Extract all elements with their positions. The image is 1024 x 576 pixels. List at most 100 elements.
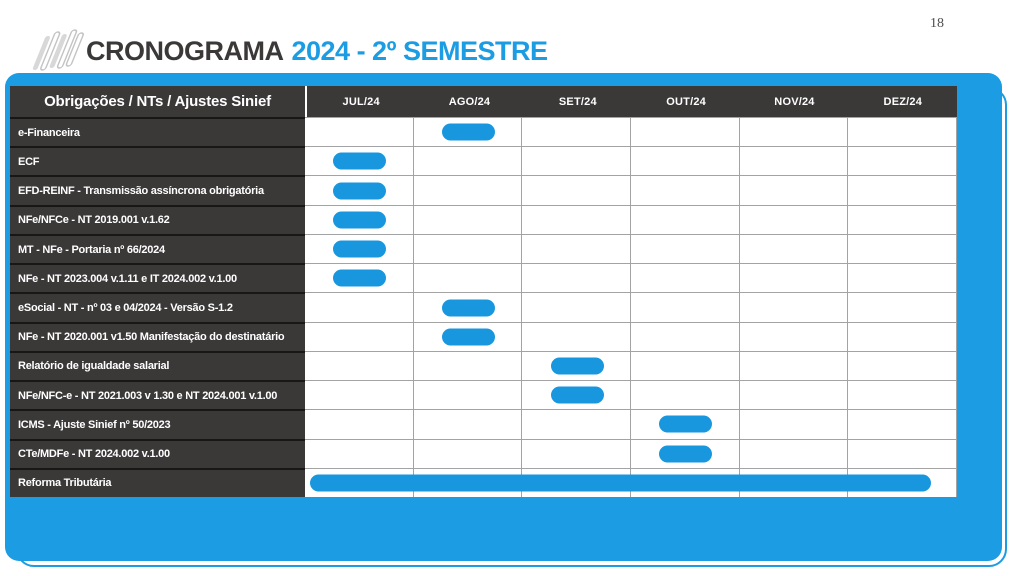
- month-header: DEZ/24: [883, 95, 923, 108]
- timeline-cell: [848, 468, 958, 498]
- timeline-cell: [631, 322, 740, 351]
- timeline-cell: [305, 351, 414, 381]
- row-label: NFe - NT 2020.001 v1.50 Manifestação do …: [10, 321, 305, 351]
- timeline-cell: [522, 439, 632, 468]
- row-label: NFe - NT 2023.004 v.1.11 e IT 2024.002 v…: [10, 263, 305, 293]
- slide-number: 18: [930, 16, 944, 31]
- timeline-cell: [522, 410, 632, 439]
- row-timeline: [305, 380, 958, 410]
- timeline-cell: [522, 176, 632, 205]
- timeline-cell: [631, 351, 740, 381]
- timeline-cell: [305, 410, 414, 439]
- timeline-cell: [414, 410, 523, 439]
- timeline-cell: [848, 176, 958, 205]
- table-row: NFe - NT 2023.004 v.1.11 e IT 2024.002 v…: [10, 263, 958, 293]
- title-highlight: 2024 - 2º SEMESTRE: [291, 36, 548, 66]
- timeline-cell: [848, 205, 958, 234]
- timeline-cell: [848, 381, 958, 410]
- row-label: MT - NFe - Portaria nº 66/2024: [10, 233, 305, 264]
- timeline-cell: [305, 264, 414, 293]
- timeline-cell: [522, 118, 632, 147]
- timeline-cell: [740, 234, 849, 264]
- timeline-cell: [631, 234, 740, 264]
- row-timeline: [305, 350, 958, 381]
- timeline-cell: [848, 147, 958, 176]
- corner-header: Obrigações / NTs / Ajustes Sinief: [10, 86, 305, 117]
- timeline-cell: [631, 293, 740, 322]
- timeline-cell: [522, 234, 632, 264]
- timeline-cell: [414, 322, 523, 351]
- timeline-cell: [740, 410, 849, 439]
- gantt-bar: [333, 211, 387, 229]
- table-row: Reforma Tributária: [10, 467, 958, 498]
- row-label: Reforma Tributária: [10, 467, 305, 498]
- table-row: ICMS - Ajuste Sinief nº 50/2023: [10, 409, 958, 439]
- timeline-cell: [631, 147, 740, 176]
- timeline-cell: [305, 293, 414, 322]
- gantt-bar: [333, 240, 387, 258]
- timeline-cell: [522, 322, 632, 351]
- gantt-table: Obrigações / NTs / Ajustes Sinief JUL/24…: [10, 86, 958, 498]
- timeline-cell: [740, 293, 849, 322]
- timeline-cell: [305, 381, 414, 410]
- row-label: Relatório de igualdade salarial: [10, 350, 305, 381]
- timeline-cell: [414, 351, 523, 381]
- row-timeline: [305, 117, 958, 147]
- timeline-cell: [414, 205, 523, 234]
- timeline-cell: [740, 351, 849, 381]
- row-timeline: [305, 233, 958, 264]
- timeline-cell: [522, 351, 632, 381]
- row-timeline: [305, 409, 958, 439]
- timeline-cell: [414, 176, 523, 205]
- timeline-cell: [848, 439, 958, 468]
- timeline-cell: [848, 118, 958, 147]
- table-row: eSocial - NT - nº 03 e 04/2024 - Versão …: [10, 292, 958, 322]
- timeline-cell: [305, 234, 414, 264]
- timeline-cell: [305, 176, 414, 205]
- table-row: MT - NFe - Portaria nº 66/2024: [10, 233, 958, 264]
- timeline-cell: [631, 176, 740, 205]
- row-label: eSocial - NT - nº 03 e 04/2024 - Versão …: [10, 292, 305, 322]
- row-label: e-Financeira: [10, 117, 305, 147]
- row-label: NFe/NFCe - NT 2019.001 v.1.62: [10, 204, 305, 234]
- gantt-bar: [333, 269, 387, 287]
- table-row: e-Financeira: [10, 117, 958, 147]
- timeline-cell: [848, 351, 958, 381]
- table-row: CTe/MDFe - NT 2024.002 v.1.00: [10, 438, 958, 468]
- month-header: OUT/24: [666, 95, 706, 108]
- timeline-cell: [522, 147, 632, 176]
- gantt-bar: [550, 357, 604, 375]
- timeline-cell: [522, 264, 632, 293]
- timeline-cell: [631, 118, 740, 147]
- gantt-bar: [441, 123, 496, 141]
- timeline-cell: [740, 264, 849, 293]
- page-title: CRONOGRAMA 2024 - 2º SEMESTRE: [86, 36, 548, 67]
- timeline-cell: [414, 439, 523, 468]
- title-bar: CRONOGRAMA 2024 - 2º SEMESTRE 18: [0, 0, 1024, 72]
- row-timeline: [305, 204, 958, 234]
- month-header: SET/24: [558, 95, 597, 108]
- timeline-cell: [522, 381, 632, 410]
- table-row: Relatório de igualdade salarial: [10, 350, 958, 381]
- row-timeline: [305, 292, 958, 322]
- row-timeline: [305, 321, 958, 351]
- timeline-cell: [848, 410, 958, 439]
- table-row: NFe/NFC-e - NT 2021.003 v 1.30 e NT 2024…: [10, 380, 958, 410]
- timeline-cell: [740, 118, 849, 147]
- timeline-cell: [848, 264, 958, 293]
- gantt-bar: [659, 415, 713, 433]
- title-prefix: CRONOGRAMA: [86, 36, 284, 66]
- month-header: AGO/24: [448, 95, 491, 108]
- table-row: ECF: [10, 146, 958, 176]
- gantt-bar: [550, 386, 604, 404]
- timeline-cell: [848, 234, 958, 264]
- table-row: NFe/NFCe - NT 2019.001 v.1.62: [10, 204, 958, 234]
- month-headers: JUL/24 AGO/24 SET/24 OUT/24 NOV/24 DEZ/24: [305, 86, 957, 117]
- timeline-cell: [631, 439, 740, 468]
- table-row: NFe - NT 2020.001 v1.50 Manifestação do …: [10, 321, 958, 351]
- gantt-bar: [441, 328, 496, 346]
- row-label: ICMS - Ajuste Sinief nº 50/2023: [10, 409, 305, 439]
- row-timeline: [305, 263, 958, 293]
- timeline-cell: [414, 264, 523, 293]
